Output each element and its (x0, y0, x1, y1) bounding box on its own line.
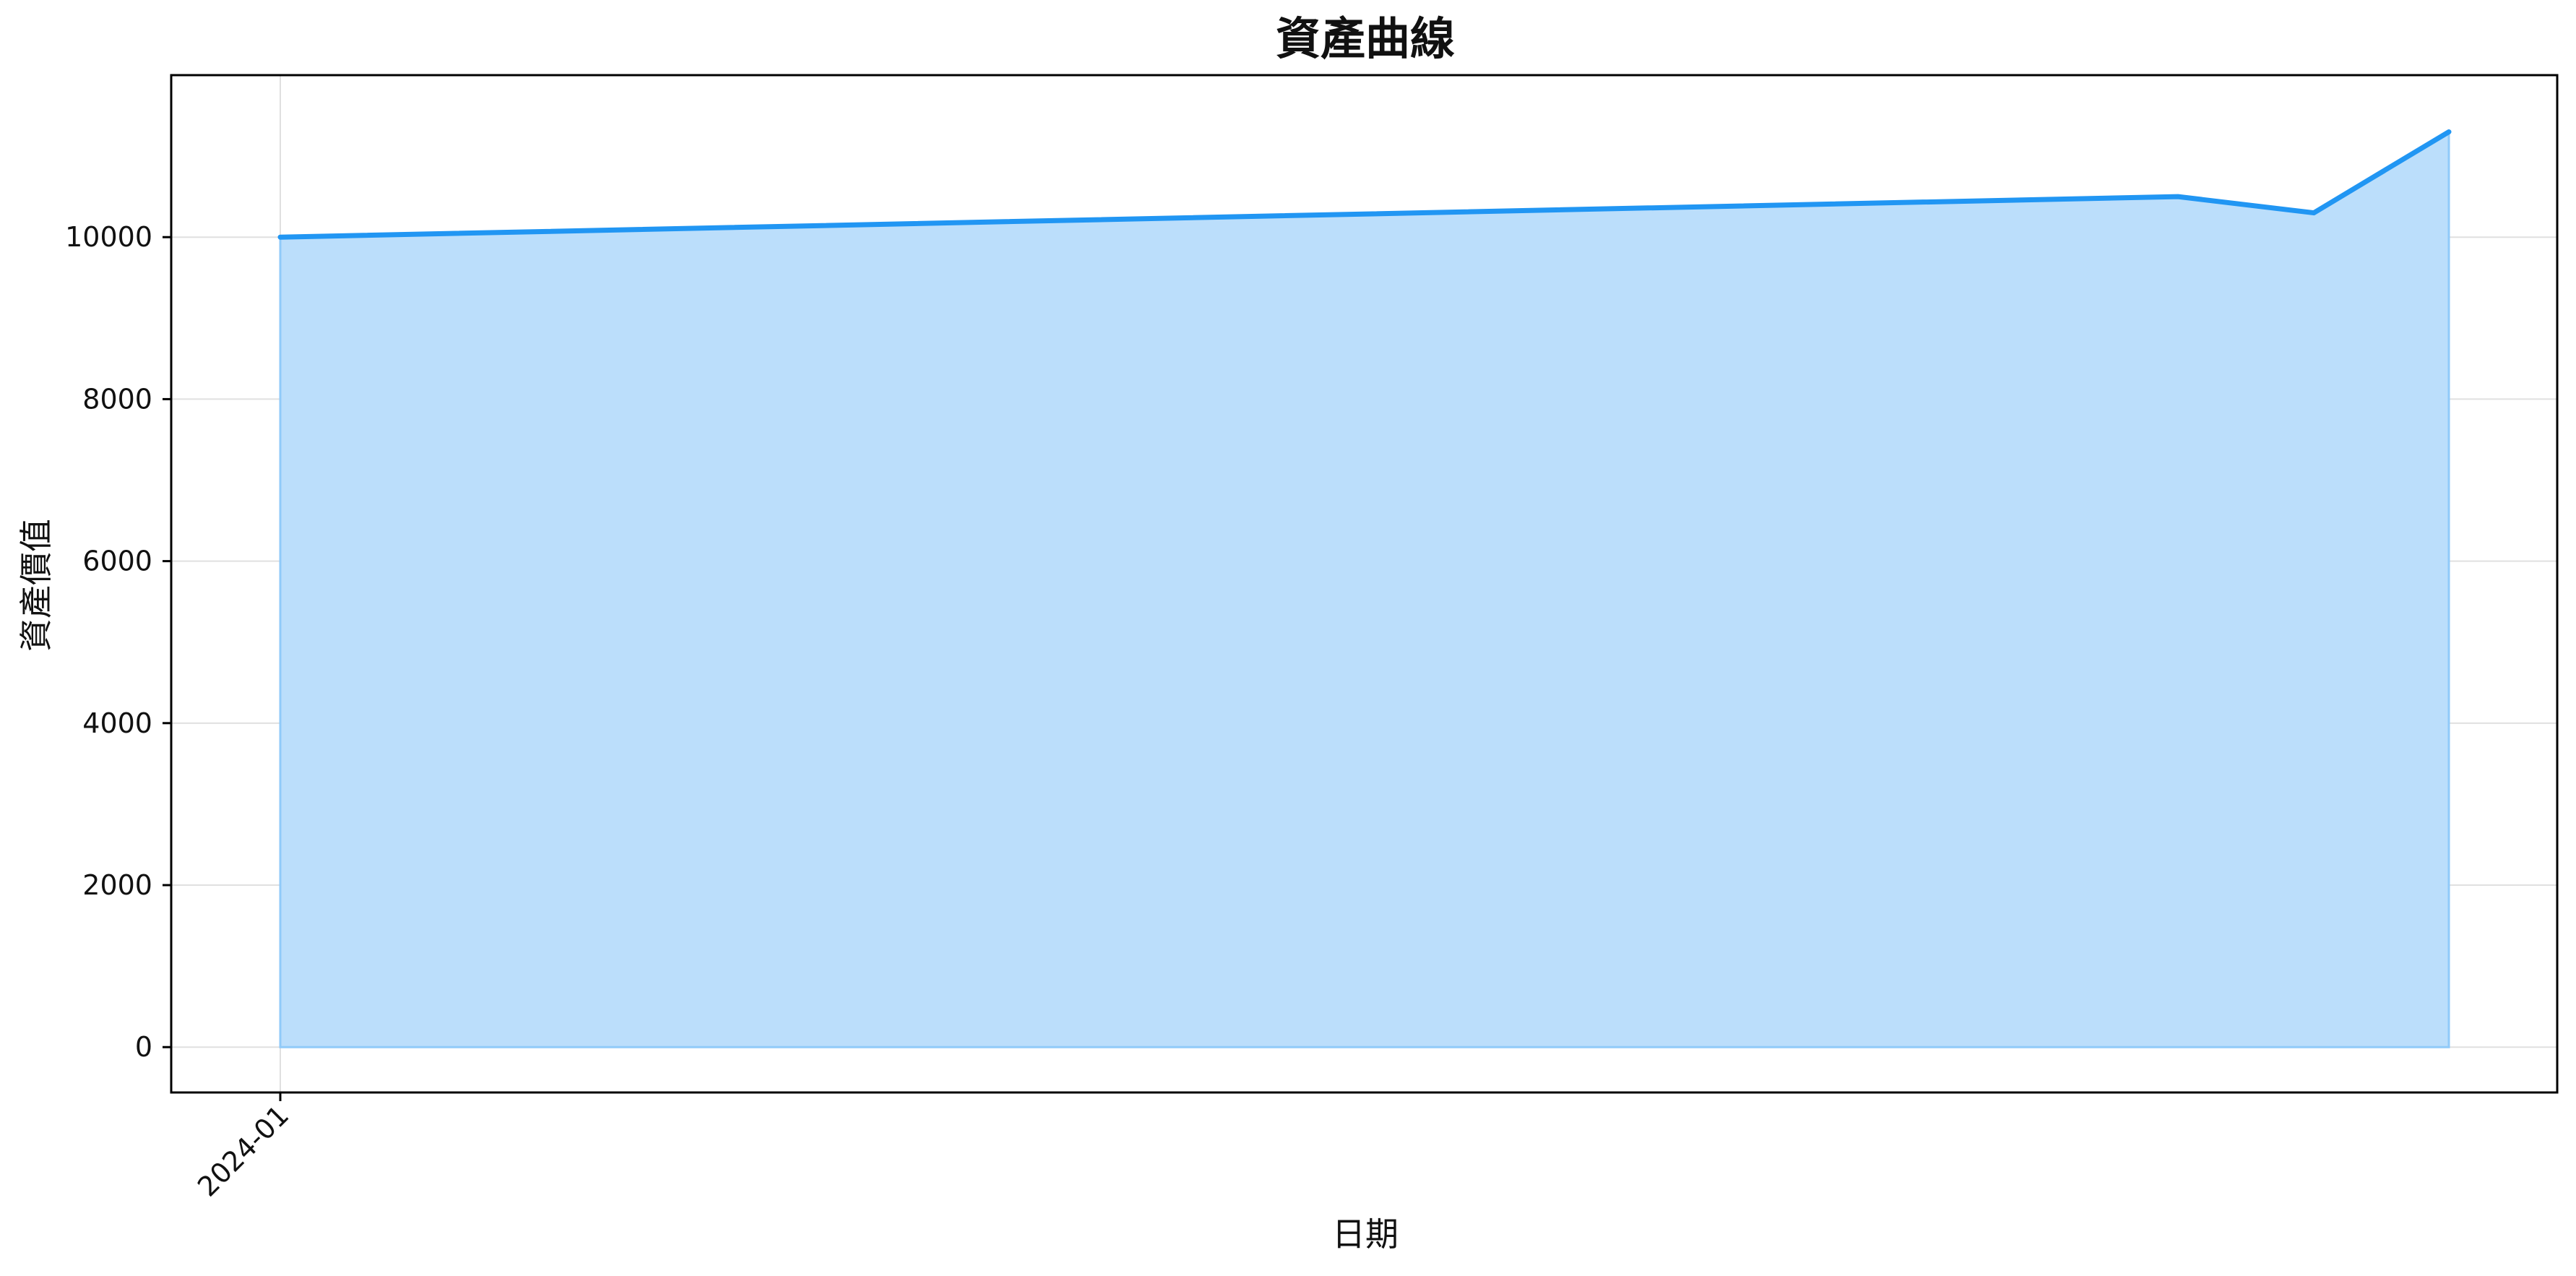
x-axis-ticks: 2024-01 (191, 1092, 295, 1203)
plot-area (277, 129, 2452, 1048)
chart-title: 資產曲線 (1276, 12, 1455, 65)
series-line (277, 129, 2452, 240)
y-tick-label: 8000 (82, 383, 152, 415)
y-tick-label: 4000 (82, 707, 152, 739)
y-axis-label: 資產價值 (17, 519, 56, 652)
plot-frame (170, 74, 2559, 1094)
x-axis-label: 日期 (1332, 1215, 1399, 1254)
data-point (280, 236, 281, 238)
y-axis-ticks: 0 2000 4000 6000 8000 10000 (65, 221, 171, 1063)
y-tick-label: 2000 (82, 869, 152, 901)
y-tick-label: 6000 (82, 546, 152, 577)
x-tick-label: 2024-01 (191, 1099, 295, 1202)
area-fill (279, 129, 2450, 1048)
y-tick-label: 0 (135, 1031, 152, 1063)
y-tick-label: 10000 (65, 221, 152, 253)
